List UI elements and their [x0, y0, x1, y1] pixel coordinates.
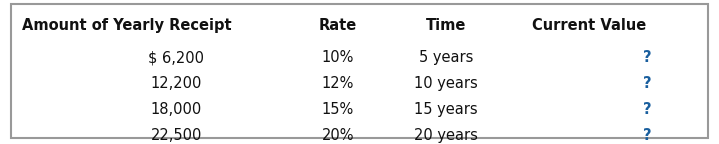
- Text: 15%: 15%: [322, 102, 354, 117]
- Text: 10 years: 10 years: [414, 76, 477, 91]
- Text: 18,000: 18,000: [150, 102, 202, 117]
- Text: 12,200: 12,200: [150, 76, 202, 91]
- Text: ?: ?: [643, 50, 651, 65]
- Text: $ 6,200: $ 6,200: [148, 50, 204, 65]
- Text: Current Value: Current Value: [533, 18, 646, 33]
- Text: 15 years: 15 years: [414, 102, 477, 117]
- Text: Time: Time: [426, 18, 466, 33]
- Text: 22,500: 22,500: [150, 128, 202, 143]
- Text: Rate: Rate: [319, 18, 357, 33]
- Text: ?: ?: [643, 102, 651, 117]
- Text: 20 years: 20 years: [414, 128, 477, 143]
- Text: ?: ?: [643, 76, 651, 91]
- Text: ?: ?: [643, 128, 651, 143]
- FancyBboxPatch shape: [11, 4, 708, 138]
- Text: 12%: 12%: [321, 76, 354, 91]
- Text: 5 years: 5 years: [418, 50, 473, 65]
- Text: Amount of Yearly Receipt: Amount of Yearly Receipt: [22, 18, 232, 33]
- Text: 10%: 10%: [321, 50, 354, 65]
- Text: 20%: 20%: [321, 128, 354, 143]
